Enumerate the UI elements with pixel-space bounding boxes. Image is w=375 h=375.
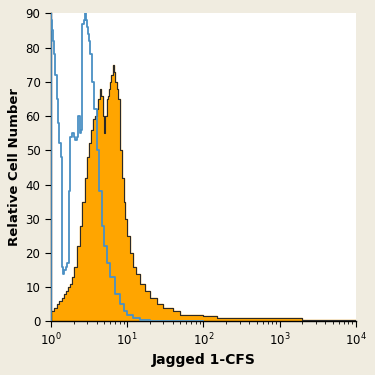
Polygon shape (51, 65, 356, 321)
X-axis label: Jagged 1-CFS: Jagged 1-CFS (152, 352, 255, 367)
Y-axis label: Relative Cell Number: Relative Cell Number (8, 88, 21, 246)
